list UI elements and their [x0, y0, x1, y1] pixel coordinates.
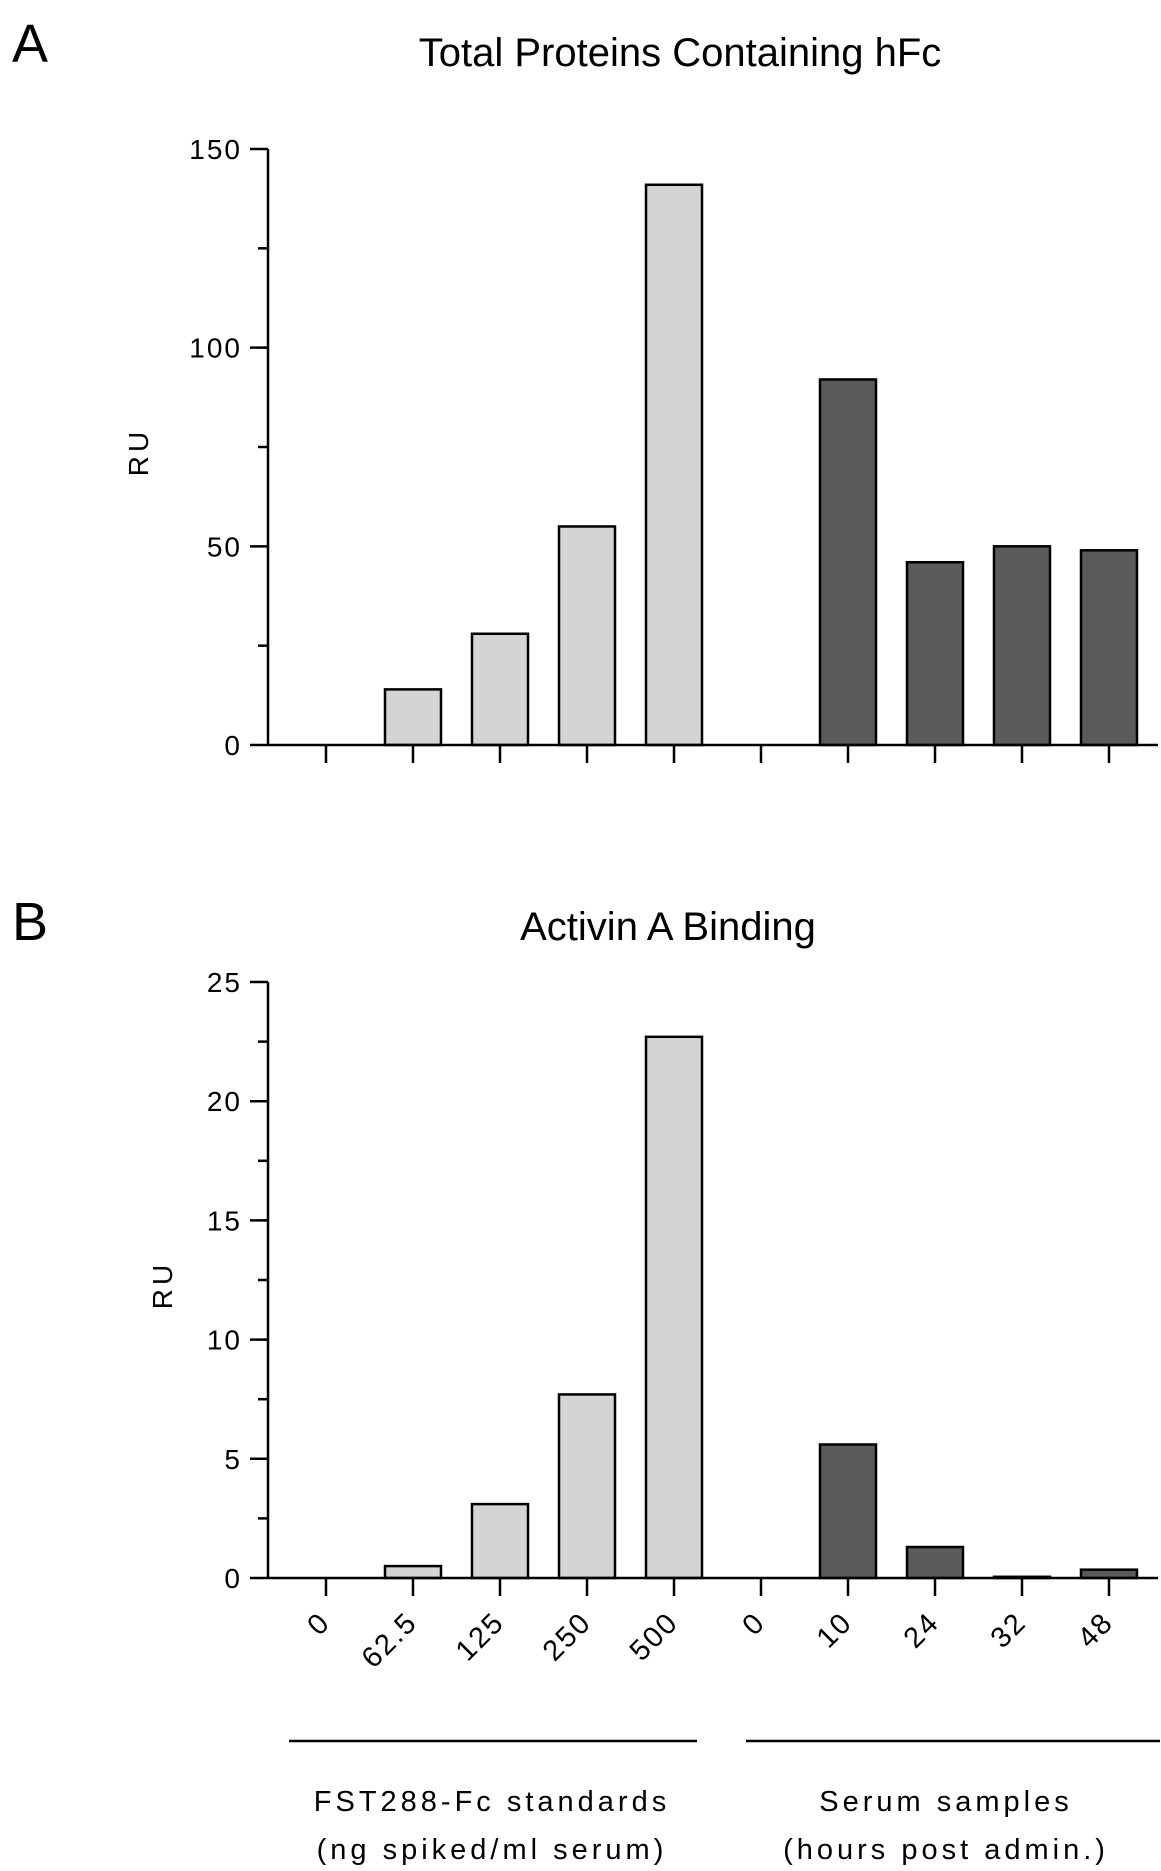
panel-b-xtick-label-4: 500: [624, 1606, 685, 1667]
group-1-label-line1: FST288-Fc standards: [314, 1786, 670, 1818]
panel-a-bar-2: [470, 632, 530, 747]
panel-b-xtick-label-9: 48: [1072, 1606, 1120, 1654]
panel-a-bar-1: [383, 688, 443, 747]
panel-a-bar-7: [905, 560, 965, 747]
panel-a-ylabel: RU: [123, 428, 154, 476]
panel-b-bar-3: [557, 1393, 617, 1580]
panel-a-letter: A: [12, 14, 48, 74]
panel-a-title: Total Proteins Containing hFc: [419, 31, 942, 75]
panel-a-ytick-label-0: 0: [224, 730, 242, 761]
panel-b-letter: B: [12, 892, 48, 952]
panel-b-xtick-label-2: 125: [450, 1606, 511, 1667]
panel-b-ytick-label-3: 15: [207, 1205, 242, 1236]
panel-b-bar-6: [818, 1443, 878, 1580]
panel-b-bar-7: [905, 1545, 965, 1580]
panel-a-bar-8: [992, 545, 1052, 747]
panel-b-ytick-label-0: 0: [224, 1563, 242, 1594]
panel-b-xtick-label-7: 24: [898, 1606, 946, 1654]
panel-b-xtick-label-3: 250: [537, 1606, 598, 1667]
panel-b-xtick-label-6: 10: [811, 1606, 859, 1654]
panel-b-xtick-label-8: 32: [985, 1606, 1033, 1654]
panel-b-ytick-label-2: 10: [207, 1325, 242, 1356]
panel-a-bar-4: [644, 183, 704, 747]
panel-a-bar-9: [1079, 549, 1139, 747]
panel-b-bar-9: [1079, 1568, 1139, 1580]
panel-a-ytick-label-3: 150: [189, 134, 242, 165]
panel-b-title: Activin A Binding: [520, 905, 816, 949]
group-2-label-line2: (hours post admin.): [783, 1834, 1109, 1866]
panel-b-ylabel: RU: [147, 1261, 178, 1309]
panel-b-ytick-label-1: 5: [224, 1444, 242, 1475]
panel-a-bar-3: [557, 525, 617, 747]
panel-b-bar-2: [470, 1502, 530, 1580]
panel-b-ytick-label-5: 25: [207, 967, 242, 998]
panel-a-ytick-label-1: 50: [207, 531, 242, 562]
panel-b-bar-4: [644, 1035, 704, 1580]
panel-a-chart: 0 50 100 150: [189, 134, 1158, 763]
group-2-label-line1: Serum samples: [819, 1786, 1072, 1818]
panel-b-xtick-label-5: 0: [736, 1606, 771, 1641]
panel-a-bar-6: [818, 378, 878, 747]
group-1-label-line2: (ng spiked/ml serum): [317, 1834, 668, 1866]
panel-b-ytick-label-4: 20: [207, 1086, 242, 1117]
panel-b-xtick-label-0: 0: [301, 1606, 336, 1641]
panel-b-xtick-label-1: 62.5: [356, 1606, 424, 1674]
panel-b-bar-1: [383, 1564, 443, 1580]
panel-a-ytick-label-2: 100: [189, 333, 242, 364]
